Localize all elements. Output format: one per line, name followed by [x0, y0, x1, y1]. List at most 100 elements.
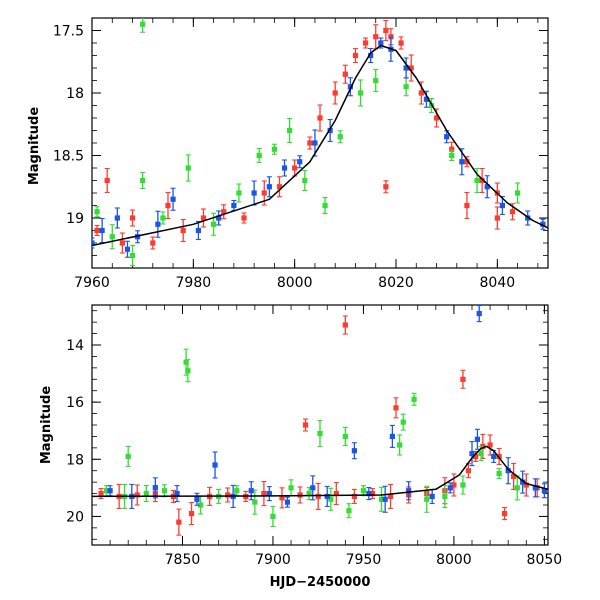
data-point-green: [197, 502, 204, 508]
data-point-red: [134, 492, 140, 498]
data-point-green: [317, 430, 323, 437]
data-point-red: [369, 490, 376, 497]
data-point-green: [403, 84, 409, 90]
data-point-green: [211, 221, 217, 227]
data-point-blue: [284, 499, 291, 505]
data-point-blue: [155, 221, 161, 227]
x-tick-label: 8000: [277, 275, 313, 291]
data-point-red: [200, 215, 207, 221]
data-point-blue: [351, 448, 357, 454]
data-point-blue: [212, 462, 218, 468]
data-point-green: [478, 450, 484, 457]
y-tick-label: 19: [66, 211, 84, 227]
data-point-blue: [423, 96, 429, 102]
data-point-red: [332, 90, 338, 96]
data-point-green: [496, 470, 502, 477]
data-point-green: [140, 21, 146, 27]
x-tick-label: 8020: [378, 275, 414, 291]
data-point-red: [449, 146, 455, 152]
x-tick-label: 7980: [176, 275, 212, 291]
data-point-red: [342, 71, 348, 77]
model-curve: [92, 44, 548, 247]
y-tick-label: 18: [66, 452, 84, 468]
data-point-red: [241, 215, 247, 221]
data-point-green: [514, 485, 520, 491]
data-point-blue: [99, 227, 105, 234]
data-point-blue: [266, 490, 272, 497]
y-tick-label: 16: [66, 395, 84, 411]
data-point-blue: [505, 468, 511, 474]
data-point-red: [383, 184, 389, 190]
y-tick-label: 18.5: [53, 149, 84, 165]
data-point-green: [346, 508, 352, 514]
data-point-blue: [540, 221, 546, 227]
data-point-blue: [135, 234, 141, 240]
data-point-red: [129, 215, 136, 221]
data-point-red: [176, 519, 182, 525]
data-point-red: [451, 482, 457, 488]
y-axis-label-bottom: Magnitude: [39, 386, 54, 465]
data-point-green: [515, 190, 521, 196]
data-point-blue: [476, 310, 482, 317]
y-tick-label: 20: [66, 509, 84, 525]
data-point-green: [322, 202, 328, 209]
y-tick-label: 17.5: [53, 24, 84, 40]
bottom-light-curve-panel: 7850 7900 7950 8000 8050 14 16 18 20: [66, 304, 563, 568]
data-point-red: [180, 227, 186, 234]
data-point-blue: [382, 496, 388, 502]
data-point-green: [103, 488, 110, 494]
data-point-green: [94, 209, 100, 215]
data-point-blue: [499, 202, 505, 209]
data-point-green: [160, 215, 166, 221]
data-point-green: [185, 368, 191, 374]
data-point-green: [140, 177, 146, 184]
data-point-blue: [281, 165, 288, 171]
data-point-red: [98, 490, 104, 497]
x-tick-label: 8050: [527, 552, 563, 568]
data-point-red: [104, 177, 110, 184]
data-point-blue: [310, 485, 316, 491]
y-tick-label: 14: [66, 338, 84, 354]
data-point-blue: [366, 490, 372, 497]
data-point-blue: [327, 127, 333, 134]
data-point-blue: [312, 140, 318, 146]
data-point-blue: [174, 490, 180, 497]
data-point-blue: [124, 246, 131, 252]
data-point-blue: [459, 159, 465, 165]
data-point-green: [449, 152, 455, 159]
data-point-green: [342, 433, 348, 440]
data-point-red: [501, 510, 508, 517]
data-point-red: [460, 376, 466, 382]
data-point-blue: [324, 493, 330, 500]
data-point-green: [236, 190, 242, 196]
data-point-red: [188, 510, 195, 517]
data-point-red: [496, 453, 502, 460]
data-point-red: [302, 422, 309, 428]
data-point-green: [183, 359, 189, 365]
data-point-green: [460, 482, 466, 488]
data-point-blue: [216, 215, 222, 221]
data-point-red: [352, 52, 359, 59]
data-point-red: [509, 209, 516, 215]
data-point-green: [234, 488, 240, 494]
data-point-red: [433, 115, 440, 121]
data-point-green: [357, 90, 364, 96]
data-point-blue: [152, 485, 158, 491]
data-point-red: [464, 159, 470, 165]
data-point-red: [398, 40, 404, 46]
data-point-green: [252, 499, 258, 505]
data-point-green: [288, 485, 294, 491]
data-point-red: [418, 90, 424, 96]
data-point-blue: [368, 52, 374, 59]
data-point-green: [400, 419, 406, 425]
data-point-blue: [266, 184, 272, 190]
data-point-blue: [447, 485, 453, 491]
data-point-blue: [406, 488, 412, 494]
data-point-green: [360, 488, 367, 494]
data-point-blue: [474, 436, 481, 442]
data-point-red: [465, 468, 471, 474]
data-point-red: [165, 202, 171, 209]
data-point-red: [150, 240, 156, 246]
data-point-green: [287, 127, 293, 134]
